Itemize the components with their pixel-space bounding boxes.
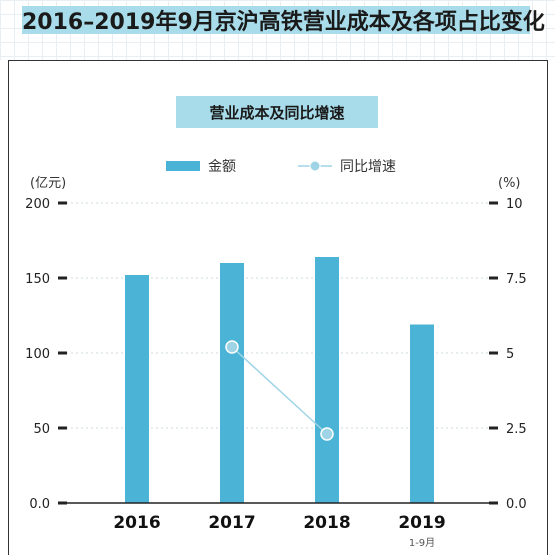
- legend-swatch-amount: [166, 161, 200, 171]
- right-tick-label: 10: [506, 197, 523, 212]
- bar-2016: [125, 275, 149, 503]
- category-label-2019: 2019: [398, 513, 445, 533]
- left-tick-label: 0.0: [29, 497, 50, 512]
- bar-2019: [410, 324, 434, 503]
- left-tick-label: 200: [25, 197, 50, 212]
- right-tick-label: 7.5: [506, 272, 527, 287]
- chart-panel: [8, 60, 548, 555]
- left-tick-label: 100: [25, 347, 50, 362]
- left-tick-label: 150: [25, 272, 50, 287]
- category-label-2017: 2017: [208, 513, 255, 533]
- legend-label-amount: 金额: [208, 159, 236, 175]
- category-label-2016: 2016: [113, 513, 160, 533]
- growth-rate-point: [225, 340, 239, 354]
- growth-rate-point: [320, 427, 334, 441]
- legend-marker-growth: [309, 160, 321, 172]
- left-axis-unit: (亿元): [30, 176, 66, 191]
- legend-label-growth: 同比增速: [340, 159, 396, 175]
- category-sublabel-2019: 1-9月: [409, 537, 435, 549]
- bar-2018: [315, 257, 339, 503]
- category-label-2018: 2018: [303, 513, 350, 533]
- main-title-highlight: [22, 6, 530, 34]
- right-tick-label: 2.5: [506, 422, 527, 437]
- main-title: 2016–2019年9月京沪高铁营业成本及各项占比变化: [22, 10, 545, 35]
- bar-2017: [220, 263, 244, 503]
- growth-rate-line: [231, 346, 328, 435]
- right-tick-label: 0.0: [506, 497, 527, 512]
- chart-subtitle: 营业成本及同比增速: [176, 96, 378, 128]
- left-tick-label: 50: [33, 422, 50, 437]
- right-axis-unit: (%): [498, 176, 521, 191]
- right-tick-label: 5: [506, 347, 514, 362]
